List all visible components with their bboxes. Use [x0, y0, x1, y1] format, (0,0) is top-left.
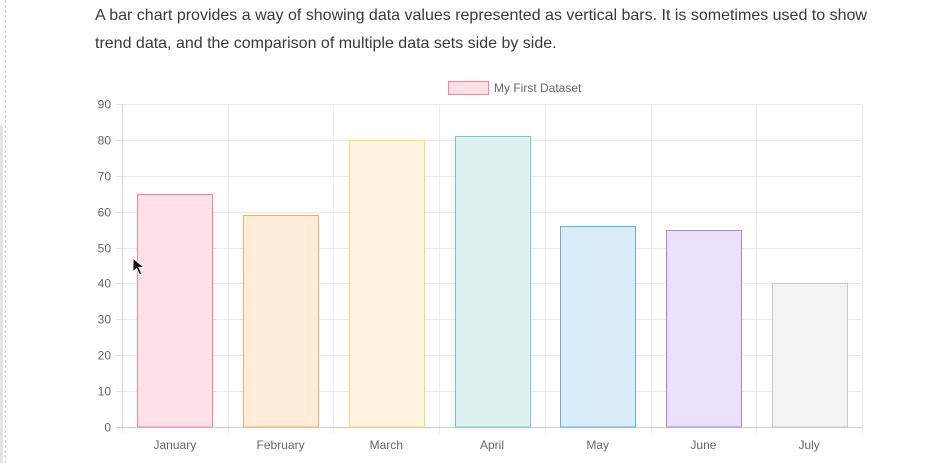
bar-may — [560, 226, 636, 428]
y-tick-label: 80 — [98, 134, 112, 148]
y-tick-label: 0 — [104, 421, 111, 435]
x-tick-label: July — [798, 438, 819, 452]
y-tick-label: 90 — [98, 98, 112, 112]
legend-swatch — [448, 81, 489, 95]
tick-labels: 0 10 20 30 40 50 60 70 80 90 January February March A… — [98, 98, 820, 453]
y-tick-label: 60 — [98, 206, 112, 220]
left-scroll-edge — [0, 125, 3, 463]
bar-january — [137, 194, 213, 428]
mouse-pointer-icon — [132, 257, 146, 276]
legend[interactable]: My First Dataset — [448, 81, 583, 95]
left-dashed-rule — [5, 0, 6, 463]
x-tick-label: March — [370, 438, 403, 452]
y-tick-label: 30 — [98, 313, 112, 327]
x-tick-label: June — [690, 438, 716, 452]
y-tick-label: 40 — [98, 277, 112, 291]
bars — [137, 136, 848, 428]
x-tick-label: May — [586, 438, 609, 452]
y-tick-label: 50 — [98, 242, 112, 256]
bar-april — [455, 136, 531, 428]
y-tick-label: 70 — [98, 170, 112, 184]
intro-paragraph: A bar chart provides a way of showing da… — [95, 7, 867, 52]
y-tick-label: 20 — [98, 349, 112, 363]
bar-june — [666, 230, 742, 428]
x-tick-label: April — [480, 438, 504, 452]
x-tick-label: January — [154, 438, 197, 452]
bar-february — [243, 215, 319, 428]
legend-label: My First Dataset — [494, 81, 582, 95]
bar-july — [772, 283, 848, 428]
x-tick-label: February — [257, 438, 305, 452]
bar-march — [349, 140, 425, 428]
y-tick-label: 10 — [98, 385, 112, 399]
